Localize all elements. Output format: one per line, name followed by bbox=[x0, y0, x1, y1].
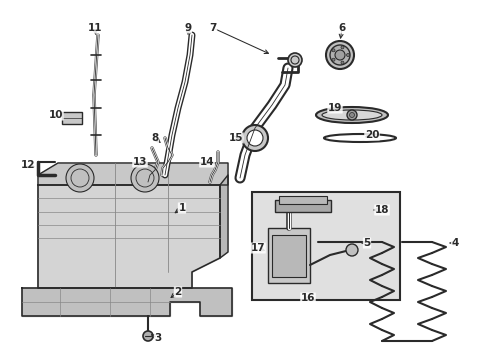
Polygon shape bbox=[38, 185, 220, 288]
Text: 7: 7 bbox=[209, 23, 216, 33]
Circle shape bbox=[346, 54, 349, 57]
Text: 16: 16 bbox=[300, 293, 315, 303]
Text: 4: 4 bbox=[450, 238, 458, 248]
Circle shape bbox=[340, 46, 343, 49]
Circle shape bbox=[329, 45, 349, 65]
Circle shape bbox=[287, 53, 302, 67]
Text: 3: 3 bbox=[154, 333, 162, 343]
Text: 6: 6 bbox=[338, 23, 345, 33]
Circle shape bbox=[334, 50, 345, 60]
Circle shape bbox=[142, 331, 153, 341]
Text: 1: 1 bbox=[178, 203, 185, 213]
Text: 14: 14 bbox=[199, 157, 214, 167]
Text: 12: 12 bbox=[20, 160, 35, 170]
Ellipse shape bbox=[315, 107, 387, 123]
Text: 11: 11 bbox=[87, 23, 102, 33]
Circle shape bbox=[346, 244, 357, 256]
Circle shape bbox=[349, 112, 354, 117]
Circle shape bbox=[131, 164, 159, 192]
Circle shape bbox=[66, 164, 94, 192]
Circle shape bbox=[246, 130, 263, 146]
Text: 15: 15 bbox=[228, 133, 243, 143]
Polygon shape bbox=[220, 175, 227, 258]
Text: 10: 10 bbox=[49, 110, 63, 120]
Polygon shape bbox=[38, 163, 227, 185]
Text: 9: 9 bbox=[184, 23, 191, 33]
Bar bbox=[274, 200, 330, 212]
Bar bbox=[62, 112, 82, 124]
Ellipse shape bbox=[321, 110, 381, 120]
Circle shape bbox=[331, 49, 334, 52]
Circle shape bbox=[340, 61, 343, 64]
Bar bbox=[279, 196, 326, 204]
Polygon shape bbox=[22, 288, 231, 316]
Circle shape bbox=[242, 125, 267, 151]
Bar bbox=[271, 235, 305, 277]
Text: 13: 13 bbox=[132, 157, 147, 167]
Bar bbox=[267, 228, 309, 283]
Text: 2: 2 bbox=[174, 287, 181, 297]
Bar bbox=[251, 192, 399, 300]
Circle shape bbox=[346, 110, 356, 120]
Circle shape bbox=[331, 58, 334, 61]
Text: 8: 8 bbox=[151, 133, 158, 143]
Text: 20: 20 bbox=[364, 130, 379, 140]
Text: 18: 18 bbox=[374, 205, 388, 215]
Circle shape bbox=[325, 41, 353, 69]
Text: 5: 5 bbox=[363, 238, 370, 248]
Text: 19: 19 bbox=[327, 103, 342, 113]
Text: 17: 17 bbox=[250, 243, 265, 253]
